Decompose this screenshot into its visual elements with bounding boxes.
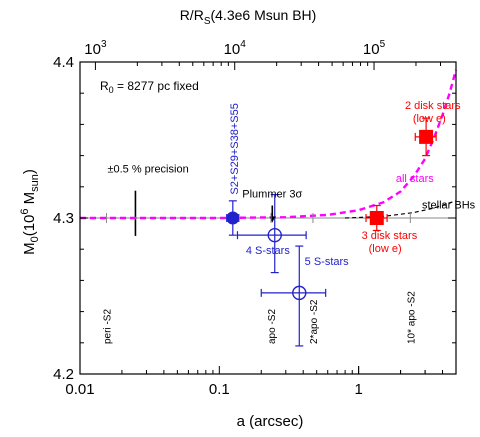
- orbit-label-apo-s2: apo -S2: [267, 309, 278, 344]
- marker: [267, 227, 282, 243]
- data-point-3-disk-stars: [365, 204, 388, 232]
- label-plummer: Plummer 3σ: [242, 189, 302, 201]
- y-axis-label: M0(106 Msun): [19, 169, 41, 255]
- y-tick-label: 4.3: [53, 210, 74, 227]
- orbit-label-10-apo-s2: 10* apo -S2: [406, 291, 417, 344]
- y-tick-label: 4.4: [53, 54, 74, 71]
- data-point-2-disk-stars: [414, 117, 437, 157]
- label-4-s-stars: 4 S-stars: [246, 245, 291, 257]
- label-s2-group: S2+S29+S38+S55: [229, 103, 241, 194]
- label-2-disk-stars: 2 disk stars: [405, 100, 461, 112]
- label-5-s-stars: 5 S-stars: [305, 256, 350, 268]
- label-3-disk-stars: 3 disk stars: [362, 230, 418, 242]
- series-all-stars: [80, 69, 458, 220]
- precision-label: ±0.5 % precision: [107, 164, 188, 176]
- top-tick-label: 104: [224, 39, 247, 58]
- data-point-s2-s29-s38-s55: [226, 200, 240, 236]
- marker: [226, 211, 240, 225]
- marker: [369, 211, 384, 225]
- label-2-disk-stars-sub: (low e): [413, 113, 446, 125]
- orbit-label-2-apo-s2: 2*apo -S2: [309, 299, 320, 344]
- x-axis-label: a (arcsec): [237, 413, 304, 430]
- top-tick-label: 103: [84, 39, 107, 58]
- data-point-5-s-stars: [260, 245, 327, 347]
- label-stellar-bhs: stellar BHs: [422, 200, 476, 212]
- svg-text:M0(106 Msun): M0(106 Msun): [19, 169, 41, 255]
- fixed-note: R0 = 8277 pc fixed: [100, 79, 199, 95]
- data-point-4-s-stars: [236, 194, 307, 274]
- x-tick-label: 0.01: [65, 381, 94, 398]
- top-tick-label: 105: [363, 39, 386, 58]
- x-tick-label: 1: [354, 381, 362, 398]
- label-all-stars: all stars: [396, 173, 434, 185]
- marker: [292, 285, 307, 301]
- orbit-label-peri-s2: peri -S2: [103, 309, 114, 344]
- y-tick-label: 4.2: [53, 366, 74, 383]
- x-tick-label: 0.1: [209, 381, 230, 398]
- label-3-disk-stars-sub: (low e): [369, 243, 402, 255]
- top-axis-label: R/RS(4.3e6 Msun BH): [180, 7, 317, 27]
- marker: [419, 129, 434, 144]
